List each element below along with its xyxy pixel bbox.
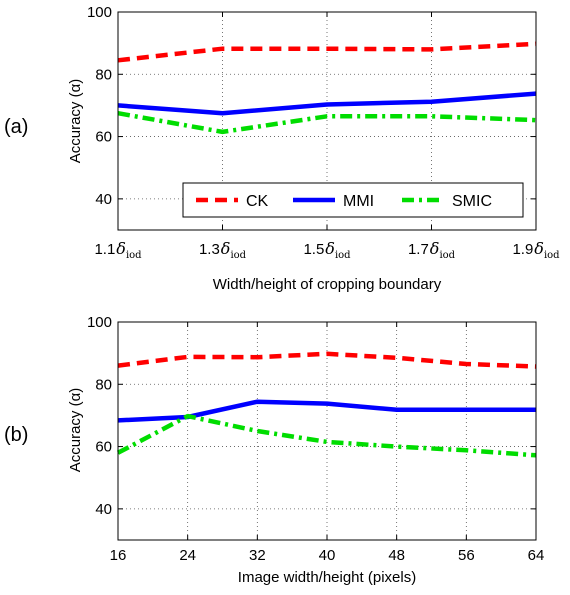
x-tick-number: 1.5 [303, 241, 324, 258]
x-tick-label-a: 1.1δiod [94, 239, 142, 261]
legend-box [182, 182, 524, 218]
plot-frame-a [117, 11, 537, 231]
plot-frame-b [117, 321, 537, 541]
panel-label-b: (b) [4, 424, 28, 446]
x-tick-subscript: iod [230, 250, 246, 261]
x-axis-label-b: Image width/height (pixels) [238, 569, 416, 586]
x-tick-labels-b: 16 24 32 40 48 56 64 [110, 547, 545, 564]
x-tick-subscript: iod [126, 250, 142, 261]
x-tick-number: 1.1 [94, 241, 115, 258]
legend-label-smic: SMIC [452, 193, 492, 210]
series-group-a [117, 41, 537, 135]
x-tick-delta: δ [534, 239, 544, 258]
legend-label-ck: CK [246, 193, 269, 210]
y-tick-label-b: 80 [95, 376, 112, 393]
x-tick-delta: δ [116, 239, 126, 258]
panel-label-a: (a) [4, 116, 28, 138]
x-tick-label-a: 1.9δiod [512, 239, 560, 261]
x-tick-delta: δ [221, 239, 231, 258]
x-tick-label-a: 1.5δiod [303, 239, 351, 261]
x-tick-delta: δ [430, 239, 440, 258]
y-axis-label-a: Accuracy (α) [67, 79, 84, 164]
y-axis-label-b: Accuracy (α) [67, 388, 84, 473]
y-tick-label-a: 80 [95, 66, 112, 83]
y-tick-label-a: 100 [87, 4, 112, 21]
x-tick-subscript: iod [544, 250, 560, 261]
x-tick-label-b: 56 [458, 547, 475, 564]
series-group-b [116, 351, 537, 458]
x-tick-label-b: 64 [528, 547, 545, 564]
x-tick-label-a: 1.3δiod [199, 239, 247, 261]
x-tick-subscript: iod [335, 250, 351, 261]
x-tick-subscript: iod [439, 250, 455, 261]
y-tick-label-a: 40 [95, 191, 112, 208]
y-tick-label-b: 40 [95, 501, 112, 518]
x-tick-delta: δ [325, 239, 335, 258]
y-tick-labels-a: 40 60 80 100 [87, 4, 112, 208]
y-tick-labels-b: 40 60 80 100 [87, 314, 112, 518]
y-tick-label-b: 60 [95, 439, 112, 456]
x-tick-label-b: 40 [319, 547, 336, 564]
x-tick-labels-a: 1.1δiod 1.3δiod 1.5δiod 1.7δiod 1.9δiod [94, 239, 560, 261]
legend: CK MMI SMIC [182, 182, 524, 218]
x-tick-label-b: 16 [110, 547, 127, 564]
series-line-smic-b [116, 413, 537, 458]
y-tick-label-a: 60 [95, 129, 112, 146]
legend-label-mmi: MMI [343, 193, 374, 210]
series-line-smic-a [117, 110, 537, 135]
y-tick-label-b: 100 [87, 314, 112, 331]
series-line-mmi-b [117, 399, 536, 423]
chart-panel-b: (b) 40 60 80 100 16 24 32 40 48 56 64 Image width… [4, 314, 544, 586]
series-line-ck-b [117, 351, 537, 369]
x-tick-label-b: 32 [249, 547, 266, 564]
x-tick-number: 1.7 [408, 241, 429, 258]
x-tick-label-a: 1.7δiod [408, 239, 456, 261]
x-tick-number: 1.9 [512, 241, 533, 258]
x-tick-number: 1.3 [199, 241, 220, 258]
x-tick-label-b: 48 [388, 547, 405, 564]
series-line-mmi-a [117, 91, 537, 116]
x-axis-label-a: Width/height of cropping boundary [213, 276, 442, 293]
series-line-ck-a [117, 41, 537, 63]
x-tick-label-b: 24 [179, 547, 196, 564]
